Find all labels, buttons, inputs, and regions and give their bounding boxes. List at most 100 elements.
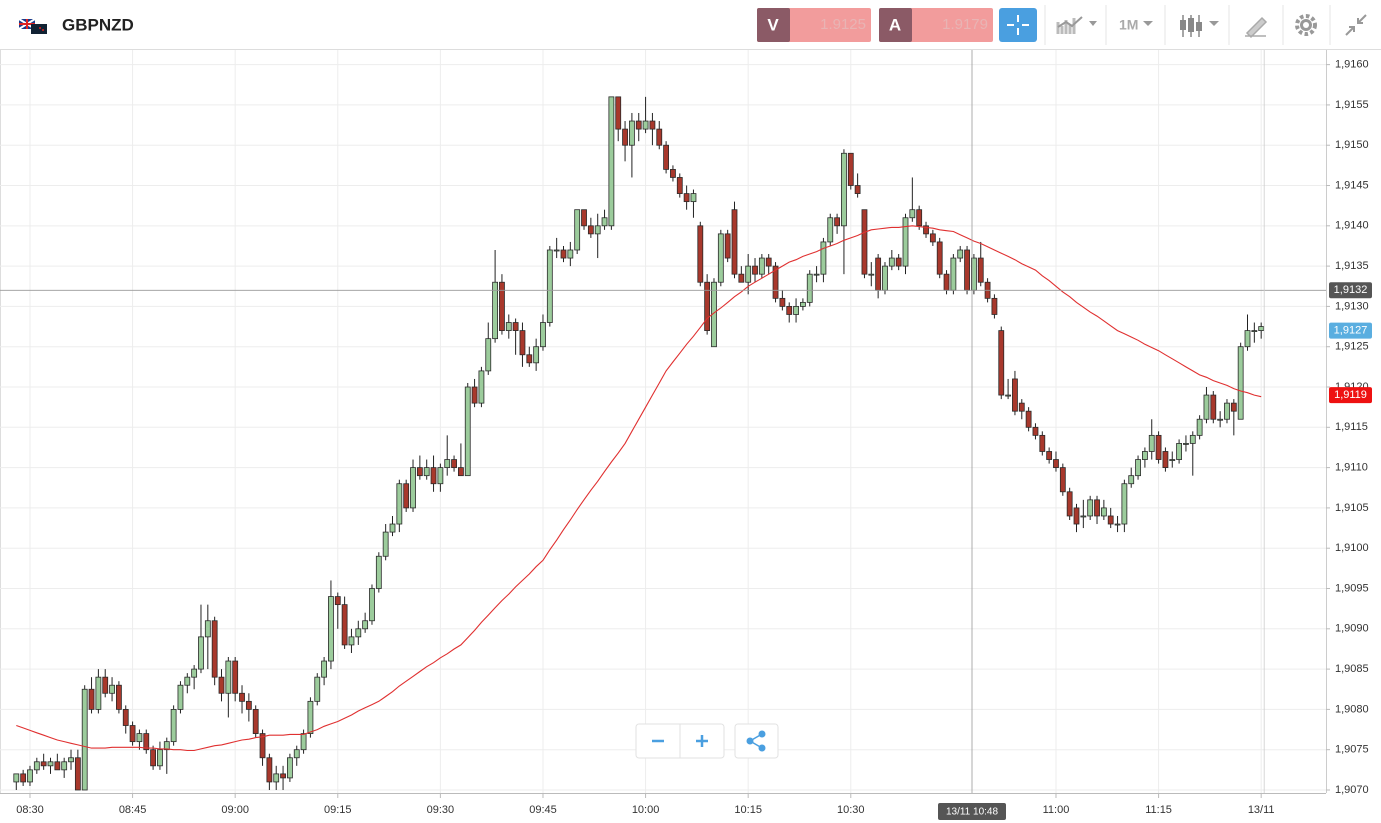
candle-body xyxy=(1155,434,1162,460)
candle-body xyxy=(560,249,567,259)
crosshair-button[interactable] xyxy=(999,8,1037,42)
candle-body xyxy=(1046,451,1053,460)
candle-body xyxy=(109,684,115,694)
candle-body xyxy=(328,596,334,662)
candle-body xyxy=(902,217,909,267)
candle-body xyxy=(533,346,540,364)
candle-type-button[interactable] xyxy=(1180,15,1219,37)
price-tag xyxy=(1329,387,1372,404)
sell-price[interactable]: 1.9125 xyxy=(820,16,866,33)
candle-body xyxy=(430,467,437,485)
candle-body xyxy=(546,249,553,323)
share-box xyxy=(734,723,779,759)
candle-body xyxy=(553,249,560,252)
candle-body xyxy=(437,467,444,485)
zoom-in-button[interactable] xyxy=(696,735,708,747)
buy-label-box[interactable] xyxy=(879,8,912,42)
candle-body xyxy=(81,688,88,791)
candle-body xyxy=(1135,459,1141,477)
candle-body xyxy=(252,709,259,734)
candle-body xyxy=(1073,507,1080,525)
candle-body xyxy=(1230,402,1237,412)
timeframe-button[interactable]: 1M xyxy=(1119,17,1153,33)
candle-body xyxy=(116,684,122,710)
x-tick-label: 08:45 xyxy=(119,804,147,816)
candle-body xyxy=(587,225,594,235)
candle-body xyxy=(47,761,54,767)
candle-body xyxy=(629,120,635,146)
x-tick-label: 10:30 xyxy=(837,804,865,816)
y-tick-label: 1,9110 xyxy=(1335,462,1368,474)
flag-icon xyxy=(18,18,47,34)
share-button[interactable] xyxy=(746,730,766,752)
candle-body xyxy=(1032,426,1039,436)
candle-body xyxy=(957,249,964,259)
candle-body xyxy=(1244,330,1251,348)
candle-body xyxy=(68,757,74,763)
candle-body xyxy=(1066,491,1073,517)
collapse-button[interactable] xyxy=(1345,14,1367,36)
chart-type-button[interactable] xyxy=(1056,16,1097,34)
y-tick-label: 1,9105 xyxy=(1335,502,1369,514)
buy-label[interactable]: A xyxy=(889,15,901,34)
grid: 1,9070 1,9075 1,9080 1,9085 1,9090 1,9095 1,91… xyxy=(0,50,1369,816)
candle-body xyxy=(1224,402,1230,420)
candle-body xyxy=(615,96,622,130)
settings-button[interactable] xyxy=(1295,14,1317,36)
buy-price[interactable]: 1.9179 xyxy=(942,16,988,33)
price-tag xyxy=(1329,322,1372,339)
candle-body xyxy=(1107,515,1114,525)
candle-body xyxy=(416,467,423,477)
candle-body xyxy=(574,209,581,251)
price-tag xyxy=(1329,282,1372,299)
candle-body xyxy=(150,749,157,767)
candle-body xyxy=(622,128,628,146)
candle-body xyxy=(1039,434,1046,452)
candle-body xyxy=(177,684,184,710)
candle-body xyxy=(1100,507,1107,517)
sell-button[interactable]: V 1.9125 xyxy=(757,8,871,42)
candle-body xyxy=(273,773,280,783)
candle-body xyxy=(362,620,369,630)
candle-body xyxy=(861,209,868,275)
candle-body xyxy=(157,749,163,767)
sell-label[interactable]: V xyxy=(767,15,779,34)
timeframe[interactable]: 1M xyxy=(1119,17,1138,33)
candle-body xyxy=(786,306,793,315)
candle-body xyxy=(738,273,745,283)
candle-body xyxy=(745,265,752,283)
candle-body xyxy=(225,660,232,694)
candle-body xyxy=(772,265,779,299)
candle-body xyxy=(1251,330,1258,332)
candle-body xyxy=(724,233,731,259)
candle-body xyxy=(369,588,375,622)
candle-body xyxy=(403,483,410,509)
candle-body xyxy=(464,386,471,477)
candle-body xyxy=(868,273,875,276)
candle-body xyxy=(758,257,765,275)
candle-body xyxy=(396,483,403,525)
plot xyxy=(13,96,1265,791)
candle-body xyxy=(74,757,81,791)
candle-body xyxy=(1059,467,1066,493)
x-tick-label: 10:15 xyxy=(734,804,762,816)
buy-button[interactable]: A 1.9179 xyxy=(879,8,993,42)
candle-body xyxy=(239,692,245,702)
candle-body xyxy=(512,322,519,331)
toolbar: GBPNZD V 1.9125 A 1.9179 1M xyxy=(0,0,1381,50)
candle-body xyxy=(95,676,102,710)
drawing-button[interactable] xyxy=(1245,16,1268,39)
sell-label-box[interactable] xyxy=(757,8,790,42)
candle-body xyxy=(656,128,663,146)
candle-body xyxy=(485,338,492,372)
candle-body xyxy=(505,322,512,331)
candle-body xyxy=(389,523,396,533)
candle-body xyxy=(991,297,998,315)
candle-body xyxy=(88,688,95,710)
candle-body xyxy=(540,322,546,348)
candle-body xyxy=(806,273,813,303)
candle-body xyxy=(348,636,355,646)
candle-body xyxy=(232,660,239,694)
candle-body xyxy=(676,177,683,194)
candle-body xyxy=(499,281,505,331)
